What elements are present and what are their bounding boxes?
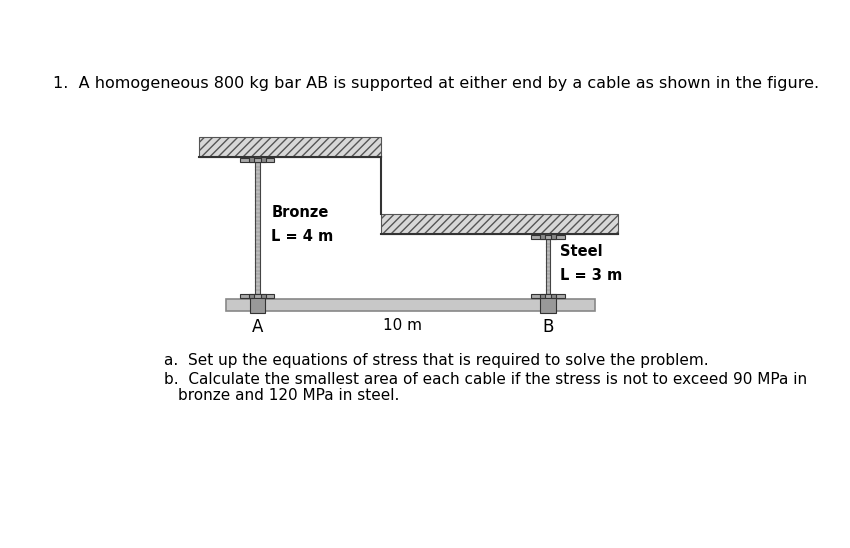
Bar [531, 235, 565, 238]
Bar [531, 294, 565, 298]
Bar [382, 214, 618, 233]
Text: Steel: Steel [560, 244, 603, 259]
Bar [261, 294, 266, 299]
Text: b.  Calculate the smallest area of each cable if the stress is not to exceed 90 : b. Calculate the smallest area of each c… [164, 372, 808, 387]
Text: bronze and 120 MPa in steel.: bronze and 120 MPa in steel. [178, 387, 400, 403]
Bar [552, 294, 557, 299]
Text: 10 m: 10 m [383, 318, 422, 333]
Bar [249, 294, 254, 299]
Bar [255, 157, 260, 299]
Bar [199, 138, 382, 157]
Text: L = 4 m: L = 4 m [271, 230, 333, 244]
Bar [540, 294, 545, 299]
Bar [241, 158, 275, 162]
Text: A: A [252, 318, 263, 336]
Bar [241, 294, 275, 298]
Text: L = 3 m: L = 3 m [560, 268, 623, 283]
Bar [249, 157, 254, 162]
Bar [552, 234, 557, 239]
Bar [250, 297, 265, 313]
Text: a.  Set up the equations of stress that is required to solve the problem.: a. Set up the equations of stress that i… [164, 353, 709, 368]
Bar [226, 299, 594, 311]
Bar [541, 297, 556, 313]
Text: 1.  A homogeneous 800 kg bar AB is supported at either end by a cable as shown i: 1. A homogeneous 800 kg bar AB is suppor… [53, 76, 819, 91]
Text: Bronze: Bronze [271, 205, 329, 220]
Bar [540, 234, 545, 239]
Bar [261, 157, 266, 162]
Text: B: B [542, 318, 553, 336]
Bar [546, 233, 550, 299]
